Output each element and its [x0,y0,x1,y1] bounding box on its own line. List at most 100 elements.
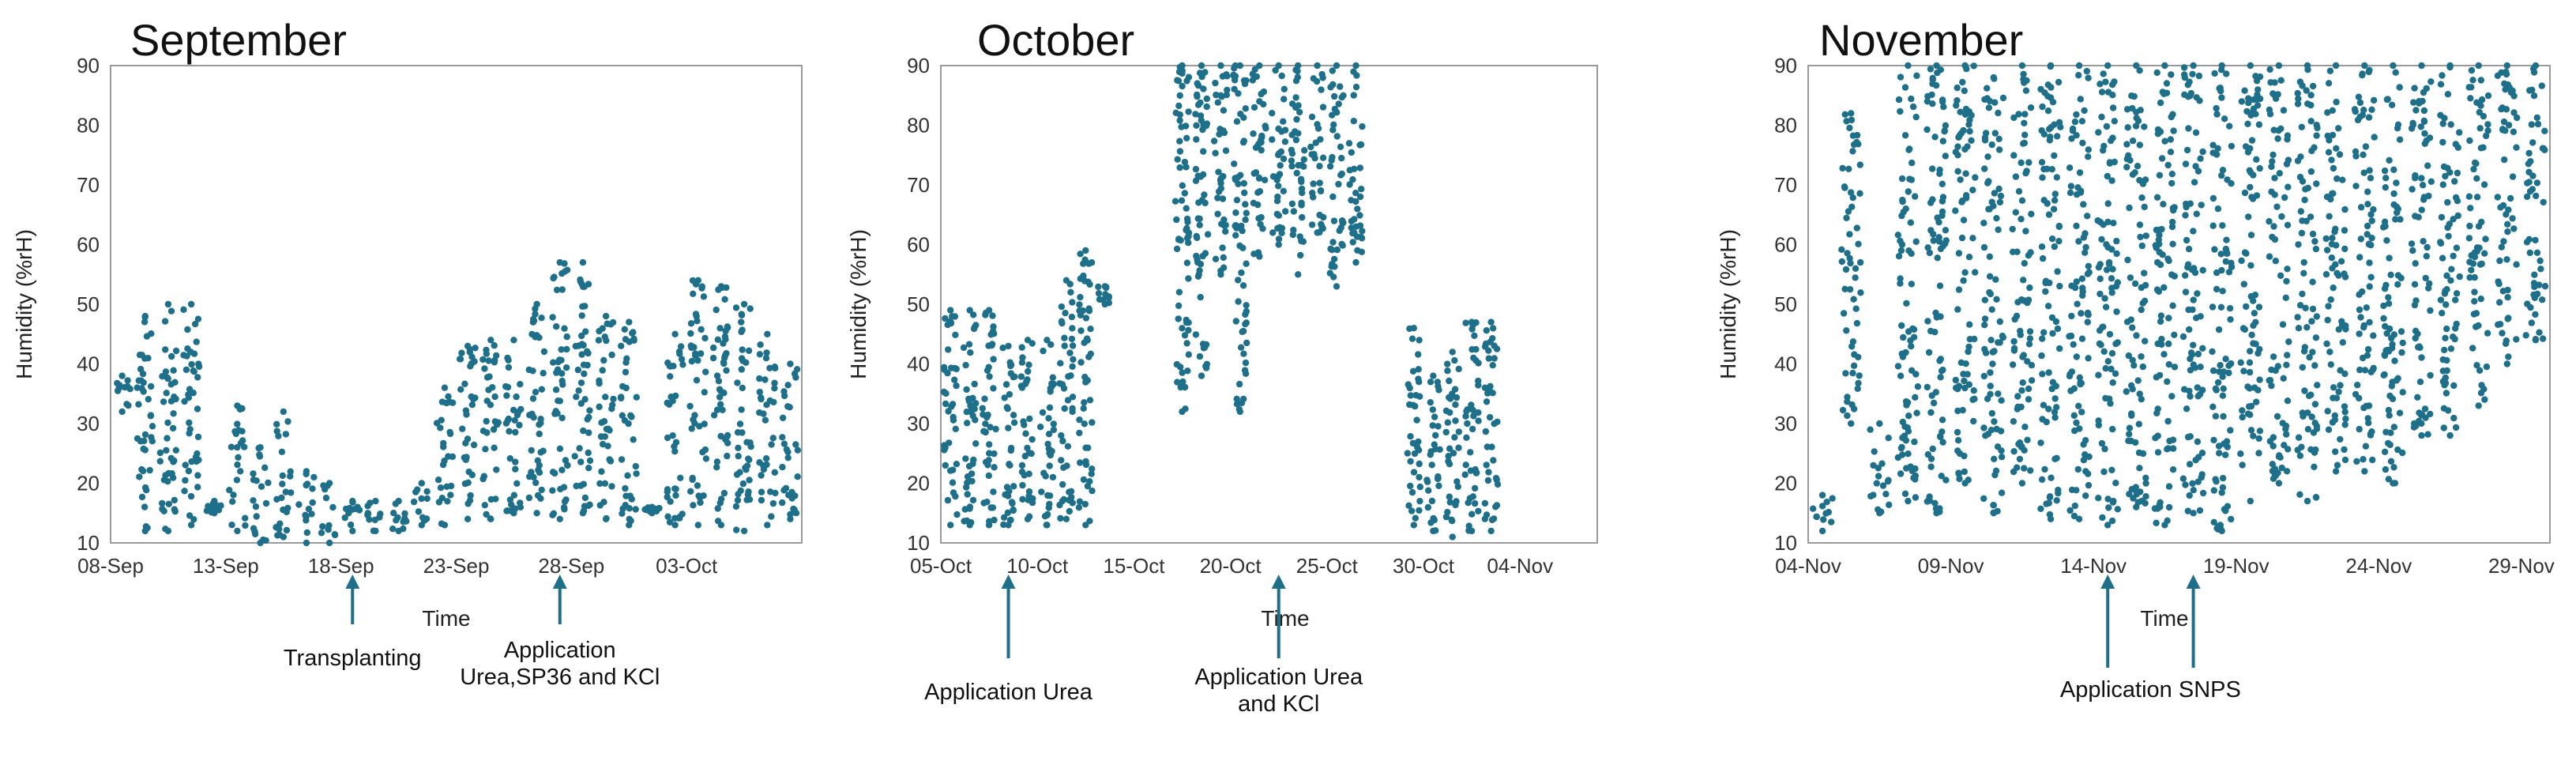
data-point [194,405,201,413]
data-point [2380,302,2387,310]
data-point [550,274,557,282]
data-point [1857,289,1864,296]
data-point [2529,172,2537,179]
data-point [596,377,603,384]
data-point [165,500,172,507]
data-point [181,397,188,405]
data-point [2215,326,2223,333]
data-point [2186,326,2193,333]
data-point [2241,326,2248,333]
data-point [2384,346,2391,354]
data-point [2025,341,2033,348]
data-point [2219,222,2226,229]
data-point [2021,424,2029,431]
data-point [2477,77,2484,84]
data-point [553,323,560,330]
data-point [2169,466,2177,473]
data-point [395,527,402,535]
data-point [489,384,496,391]
data-point [1429,422,1436,429]
data-point [1838,258,1845,266]
data-point [1235,90,1242,97]
data-point [970,311,977,318]
data-point [2156,249,2163,256]
data-point [1924,98,1931,105]
data-point [2083,67,2090,75]
data-point [1972,174,1979,181]
data-point [1010,507,1017,514]
data-point [1999,94,2007,102]
data-point [441,522,449,529]
data-point [2420,238,2427,245]
data-point [1938,473,1945,480]
data-point [1252,169,1260,176]
data-point [1282,208,1289,215]
data-point [580,427,587,435]
data-point [965,341,973,348]
data-point [349,527,356,535]
data-point [757,341,764,348]
data-point [1333,109,1341,116]
data-point [2156,501,2164,508]
data-point [303,468,310,475]
data-point [2266,106,2273,114]
data-point [1897,247,1905,254]
data-point [1024,337,1032,344]
data-point [1898,322,1905,330]
data-point [2209,348,2216,356]
data-point [1330,217,1338,224]
data-point [2357,204,2365,211]
data-point [2391,357,2398,364]
data-point [698,326,705,333]
data-point [2356,366,2364,374]
data-point [2223,250,2230,257]
data-point [1483,461,1490,469]
data-point [468,401,476,409]
data-point [2465,84,2473,91]
data-point [2244,120,2251,127]
data-point [1933,510,1940,517]
data-point [2085,74,2092,81]
data-point [972,440,980,447]
data-point [2073,278,2080,285]
data-point [2209,367,2217,375]
data-point [950,416,957,424]
data-point [2067,183,2075,190]
data-point [2255,450,2262,457]
data-point [764,330,771,337]
data-point [372,527,379,535]
data-point [1200,148,1207,155]
data-point [574,366,581,374]
data-point [1087,326,1094,333]
x-tick-label: 14-Nov [2060,554,2127,578]
data-point [2216,450,2223,457]
data-point [2241,189,2249,197]
data-point [698,283,705,290]
data-point [1185,326,1192,334]
data-point [2484,330,2491,337]
data-point [2313,313,2320,320]
data-point [2108,517,2116,525]
data-point [2152,242,2159,249]
data-point [2019,379,2026,386]
data-point [193,338,200,345]
data-point [1935,219,1942,226]
data-point [2251,292,2259,299]
data-point [2078,379,2085,387]
data-point [2468,66,2476,74]
data-point [1455,365,1462,373]
data-point [2382,322,2389,330]
data-point [164,527,172,535]
data-point [2352,153,2360,160]
x-tick-label: 04-Nov [1487,554,1553,578]
data-point [2130,495,2137,502]
data-point [2414,344,2422,351]
data-point [1970,387,1977,394]
data-point [1484,477,1492,484]
data-point [2081,107,2088,115]
data-point [1239,327,1247,335]
data-point [573,482,580,490]
data-point [257,444,264,451]
data-point [1846,124,1853,132]
data-point [2163,80,2171,87]
